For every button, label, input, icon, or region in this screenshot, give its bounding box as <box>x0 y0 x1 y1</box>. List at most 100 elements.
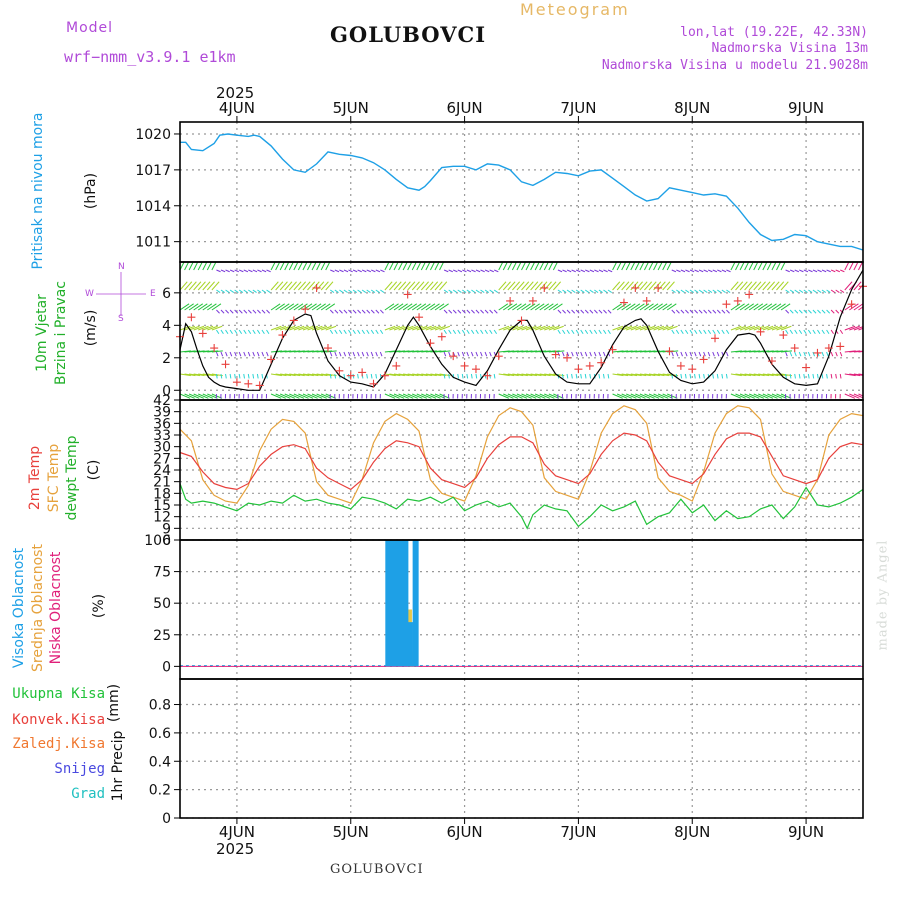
wind-arrow <box>662 303 673 311</box>
wind-arrow <box>757 303 768 311</box>
wind-arrow <box>398 262 404 271</box>
wind-arrow <box>234 289 239 293</box>
wind-arrow <box>848 262 854 271</box>
wind-arrow <box>507 393 519 399</box>
wind-arrow <box>744 393 755 399</box>
wind-arrow <box>325 262 331 271</box>
wind-arrow <box>361 289 367 293</box>
y-tick-label: 0.2 <box>149 783 171 799</box>
wind-arrow <box>785 373 787 379</box>
y-tick-label: 27 <box>153 451 171 467</box>
wind-arrow <box>470 329 475 335</box>
wind-arrow <box>489 373 491 379</box>
wind-arrow <box>826 373 828 379</box>
wind-arrow <box>694 329 698 335</box>
wind-arrow <box>862 394 863 395</box>
wind-arrow <box>566 269 572 273</box>
wind-arrow <box>639 303 650 311</box>
wind-arrow <box>703 329 707 335</box>
wind-arrow <box>748 262 754 271</box>
gust-marker <box>483 371 492 380</box>
wind-arrow <box>780 393 792 399</box>
gust-marker <box>767 357 776 366</box>
wind-arrow <box>776 303 786 311</box>
wind-arrow <box>562 289 567 293</box>
wind-arrow <box>211 303 222 311</box>
wind-arrow <box>698 289 704 293</box>
wind-arrow <box>666 281 675 291</box>
wind-arrow <box>757 281 766 291</box>
gust-marker <box>722 300 731 309</box>
wind-arrow <box>680 289 685 293</box>
wind-arrow <box>480 269 485 273</box>
wind-arrow <box>794 289 799 293</box>
wind-arrow <box>375 373 378 379</box>
wind-arrow <box>653 303 663 311</box>
wind-arrow <box>753 303 764 311</box>
wind-arrow <box>821 309 826 314</box>
wind-arrow <box>635 393 646 399</box>
wind-arrow <box>180 393 191 399</box>
wind-arrow <box>717 289 722 293</box>
wind-arrow <box>753 262 759 271</box>
wind-arrow <box>653 262 659 271</box>
wind-arrow <box>744 325 756 331</box>
wind-arrow <box>225 269 230 273</box>
wind-arrow <box>202 393 214 399</box>
y-tick-label: 15 <box>153 498 171 514</box>
wind-arrow <box>580 373 582 379</box>
wind-arrow <box>375 269 381 273</box>
wind-arrow <box>630 393 642 399</box>
wind-arrow <box>739 393 751 399</box>
wind-arrow <box>726 309 730 314</box>
wind-arrow <box>707 329 712 335</box>
wind-arrow <box>571 351 574 357</box>
wind-arrow <box>275 303 285 311</box>
wind-arrow <box>593 329 598 335</box>
wind-arrow <box>384 281 393 291</box>
wind-arrow <box>329 309 334 314</box>
wind-arrow <box>630 325 642 331</box>
wind-arrow <box>758 393 769 399</box>
wind-arrow <box>320 393 332 399</box>
precip-legend-total: Ukupna Kisa <box>12 686 105 702</box>
wind-arrow <box>352 289 358 293</box>
wind-arrow <box>193 281 202 291</box>
wind-arrow <box>789 269 795 273</box>
wind-arrow <box>266 329 270 335</box>
date-label-top: 9JUN <box>788 99 824 117</box>
wind-arrow <box>566 329 570 335</box>
wind-arrow <box>289 393 300 399</box>
wind-arrow <box>835 289 840 293</box>
wind-arrow <box>425 281 434 291</box>
wind-arrow <box>721 289 726 293</box>
wind-arrow <box>498 303 509 311</box>
wind-arrow <box>202 262 208 271</box>
wind-arrow <box>307 281 316 291</box>
wind-arrow <box>511 262 518 271</box>
wind-arrow <box>425 325 437 331</box>
wind-arrow <box>466 351 469 357</box>
wind-arrow <box>662 325 674 331</box>
wind-arrow <box>812 373 815 379</box>
wind-arrow <box>461 373 464 379</box>
wind-arrow <box>816 373 819 379</box>
gust-marker <box>312 283 321 292</box>
wind-arrow <box>462 269 467 273</box>
y-tick-label: 18 <box>153 486 171 502</box>
wind-arrow <box>648 325 660 331</box>
wind-arrow <box>248 289 253 293</box>
wind-arrow <box>289 373 301 377</box>
wind-arrow <box>402 303 413 311</box>
wind-arrow <box>498 325 510 331</box>
wind-arrow <box>207 303 217 311</box>
wind-arrow <box>188 325 200 331</box>
wind-arrow <box>730 325 742 331</box>
wind-arrow <box>648 281 657 291</box>
wind-arrow <box>780 350 793 353</box>
wind-arrow <box>584 329 589 335</box>
wind-arrow <box>457 289 462 293</box>
wind-arrow <box>243 351 246 357</box>
wind-arrow <box>580 269 586 273</box>
wind-arrow <box>766 262 773 271</box>
